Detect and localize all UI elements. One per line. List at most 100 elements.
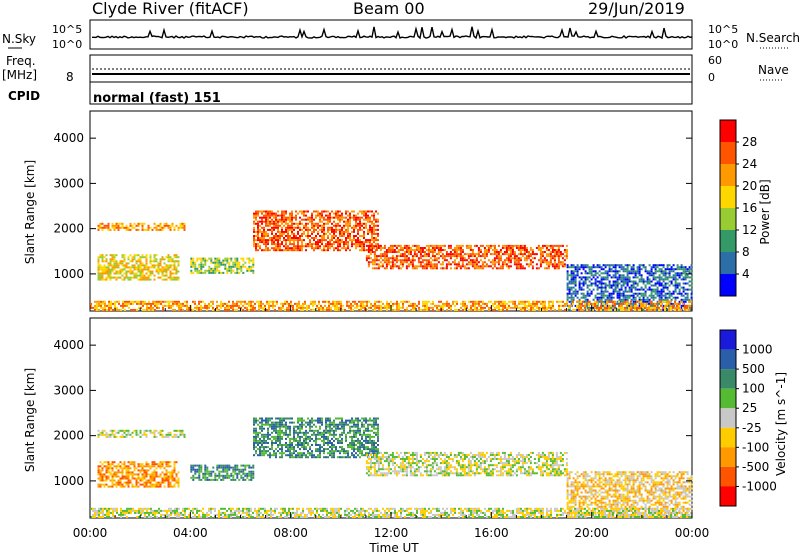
heatmap-cell — [672, 264, 675, 267]
heatmap-cell — [620, 302, 622, 305]
heatmap-cell — [103, 429, 106, 432]
heatmap-cell — [253, 444, 255, 446]
heatmap-cell — [377, 265, 380, 268]
heatmap-cell — [105, 467, 108, 470]
heatmap-cell — [124, 309, 126, 311]
heatmap-cell — [662, 286, 665, 289]
heatmap-cell — [385, 259, 388, 262]
heatmap-cell — [333, 247, 335, 250]
heatmap-cell — [167, 433, 170, 436]
heatmap-cell — [680, 292, 683, 295]
heatmap-cell — [183, 435, 186, 438]
heatmap-cell — [642, 306, 644, 309]
heatmap-cell — [230, 474, 233, 477]
heatmap-cell — [531, 261, 534, 264]
heatmap-cell — [345, 249, 347, 252]
heatmap-cell — [668, 296, 671, 299]
heatmap-cell — [141, 228, 144, 231]
heatmap-cell — [157, 266, 160, 269]
heatmap-cell — [149, 477, 152, 480]
heatmap-cell — [214, 263, 217, 266]
heatmap-cell — [210, 304, 212, 307]
heatmap-cell — [566, 300, 568, 303]
heatmap-cell — [551, 255, 554, 258]
heatmap-cell — [576, 296, 579, 299]
heatmap-cell — [259, 237, 261, 239]
heatmap-cell — [153, 435, 156, 438]
heatmap-cell — [265, 433, 267, 436]
heatmap-cell — [648, 270, 651, 273]
heatmap-cell — [422, 300, 424, 303]
heatmap-cell — [169, 264, 172, 267]
heatmap-cell — [566, 270, 569, 273]
heatmap-cell — [273, 429, 275, 432]
heatmap-cell — [462, 302, 464, 305]
heatmap-cell — [238, 265, 241, 268]
heatmap-cell — [662, 298, 665, 301]
heatmap-cell — [570, 278, 573, 281]
heatmap-cell — [397, 255, 400, 258]
heatmap-cell — [630, 268, 633, 271]
heatmap-cell — [220, 261, 223, 264]
heatmap-cell — [365, 210, 367, 213]
heatmap-cell — [596, 286, 599, 289]
heatmap-cell — [277, 425, 279, 428]
heatmap-cell — [559, 251, 562, 253]
heatmap-cell — [322, 300, 324, 303]
heatmap-cell — [690, 296, 693, 299]
heatmap-cell — [660, 268, 663, 271]
heatmap-cell — [224, 476, 227, 479]
heatmap-cell — [158, 300, 160, 303]
heatmap-cell — [592, 298, 595, 301]
heatmap-cell — [288, 306, 290, 309]
heatmap-cell — [686, 270, 689, 273]
heatmap-cell — [109, 479, 112, 482]
heatmap-cell — [475, 261, 478, 264]
heatmap-cell — [172, 300, 174, 303]
heatmap-cell — [271, 239, 273, 242]
heatmap-cell — [636, 266, 639, 269]
heatmap-cell — [149, 473, 152, 476]
heatmap-cell — [511, 247, 514, 249]
heatmap-cell — [524, 306, 526, 309]
heatmap-cell — [236, 464, 239, 467]
heatmap-cell — [177, 264, 180, 267]
heatmap-cell — [646, 272, 649, 275]
heatmap-cell — [672, 278, 675, 281]
heatmap-cell — [606, 300, 608, 303]
heatmap-cell — [307, 243, 309, 246]
heatmap-cell — [139, 278, 142, 281]
heatmap-cell — [543, 267, 546, 270]
heatmap-cell — [676, 284, 679, 287]
heatmap-cell — [163, 270, 166, 273]
heatmap-cell — [127, 266, 130, 269]
heatmap-cell — [289, 239, 291, 242]
heatmap-cell — [660, 294, 663, 297]
heatmap-cell — [270, 300, 272, 303]
heatmap-cell — [518, 302, 520, 305]
heatmap-cell — [638, 268, 641, 271]
heatmap-cell — [674, 278, 677, 281]
heatmap-cell — [289, 249, 291, 252]
heatmap-cell — [347, 210, 349, 213]
nave-tick-top: 60 — [708, 54, 722, 67]
heatmap-cell — [105, 272, 108, 275]
heatmap-cell — [345, 222, 347, 225]
heatmap-cell — [364, 309, 366, 311]
heatmap-cell — [522, 300, 524, 303]
heatmap-cell — [506, 302, 508, 305]
heatmap-cell — [124, 300, 126, 303]
heatmap-cell — [136, 309, 138, 311]
heatmap-cell — [210, 269, 213, 272]
heatmap-cell — [551, 257, 554, 260]
heatmap-cell — [252, 309, 254, 311]
heatmap-cell — [517, 253, 520, 256]
heatmap-cell — [151, 431, 154, 434]
heatmap-cell — [261, 444, 263, 446]
heatmap-cell — [204, 302, 206, 305]
heatmap-cell — [175, 475, 178, 478]
heatmap-cell — [424, 300, 426, 303]
heatmap-cell — [236, 468, 239, 471]
heatmap-cell — [580, 300, 582, 303]
heatmap-cell — [295, 249, 297, 252]
